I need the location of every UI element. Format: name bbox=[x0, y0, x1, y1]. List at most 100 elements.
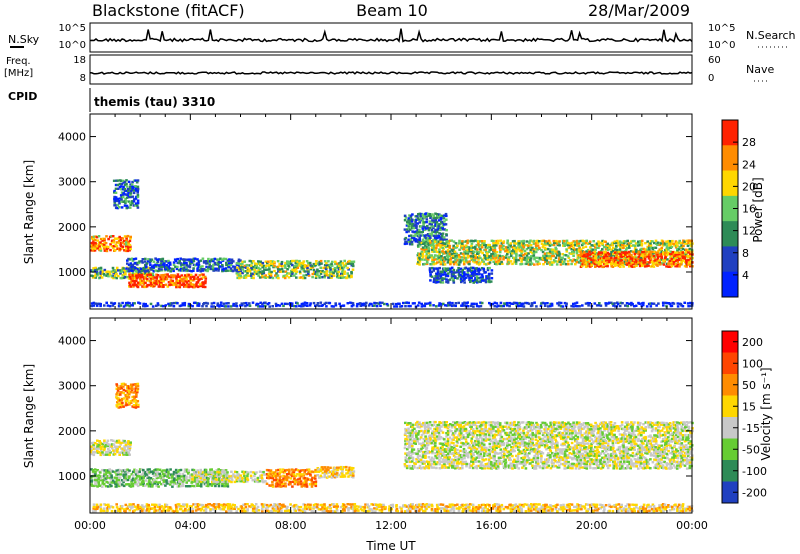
data-cell bbox=[251, 272, 255, 275]
data-cell bbox=[450, 274, 454, 277]
data-cell bbox=[645, 250, 648, 253]
data-cell bbox=[618, 304, 622, 308]
data-cell bbox=[565, 239, 569, 242]
data-cell bbox=[470, 272, 474, 275]
data-cell bbox=[444, 212, 448, 216]
data-cell bbox=[276, 482, 280, 485]
data-cell bbox=[554, 260, 557, 263]
data-cell bbox=[598, 302, 601, 305]
data-cell bbox=[418, 236, 421, 239]
data-cell bbox=[181, 480, 185, 483]
data-cell bbox=[275, 469, 278, 472]
data-cell bbox=[407, 224, 411, 227]
data-cell bbox=[117, 473, 120, 476]
data-cell bbox=[103, 445, 107, 448]
data-cell bbox=[129, 262, 133, 265]
data-cell bbox=[477, 258, 480, 261]
data-cell bbox=[676, 247, 679, 251]
data-cell bbox=[417, 232, 421, 235]
data-cell bbox=[538, 262, 541, 265]
data-cell bbox=[572, 258, 575, 261]
data-cell bbox=[584, 256, 588, 260]
data-cell bbox=[507, 258, 511, 261]
data-cell bbox=[107, 469, 110, 472]
data-cell bbox=[186, 275, 190, 278]
data-cell bbox=[286, 260, 289, 263]
data-cell bbox=[250, 261, 254, 265]
data-cell bbox=[439, 245, 442, 249]
data-cell bbox=[615, 253, 619, 256]
data-cell bbox=[426, 261, 429, 264]
data-cell bbox=[678, 252, 681, 256]
data-cell bbox=[107, 245, 110, 249]
data-cell bbox=[346, 302, 350, 305]
data-cell bbox=[436, 270, 440, 274]
data-cell bbox=[274, 302, 278, 306]
data-cell bbox=[131, 470, 135, 473]
data-cell bbox=[358, 302, 362, 305]
data-cell bbox=[130, 480, 133, 483]
data-cell bbox=[685, 242, 688, 245]
data-cell bbox=[280, 260, 284, 264]
data-cell bbox=[408, 450, 411, 454]
data-cell bbox=[189, 279, 193, 282]
data-cell bbox=[196, 482, 199, 485]
data-cell bbox=[433, 236, 437, 239]
data-cell bbox=[489, 302, 493, 306]
data-cell bbox=[170, 274, 173, 277]
data-cell bbox=[267, 264, 271, 267]
data-cell bbox=[418, 458, 421, 461]
data-cell bbox=[420, 258, 424, 261]
data-cell bbox=[434, 240, 437, 243]
data-cell bbox=[407, 440, 411, 443]
data-cell bbox=[464, 252, 468, 255]
data-cell bbox=[608, 246, 611, 250]
data-cell bbox=[293, 469, 296, 472]
data-cell bbox=[594, 246, 597, 249]
data-cell bbox=[495, 260, 498, 264]
data-cell bbox=[629, 241, 633, 244]
data-cell bbox=[246, 480, 249, 483]
data-cell bbox=[285, 476, 289, 480]
data-cell bbox=[394, 302, 398, 306]
data-cell bbox=[454, 271, 457, 274]
data-cell bbox=[411, 452, 414, 455]
data-cell bbox=[139, 267, 143, 270]
data-cell bbox=[643, 252, 647, 256]
data-cell bbox=[545, 240, 548, 243]
data-cell bbox=[267, 272, 271, 276]
data-cell bbox=[593, 260, 597, 263]
data-cell bbox=[151, 481, 155, 484]
data-cell bbox=[341, 475, 345, 478]
data-cell bbox=[230, 476, 233, 480]
data-cell bbox=[445, 267, 448, 270]
data-cell bbox=[126, 393, 130, 397]
data-cell bbox=[241, 265, 244, 269]
data-cell bbox=[294, 474, 298, 478]
data-cell bbox=[131, 477, 135, 480]
data-cell bbox=[429, 234, 432, 237]
data-cell bbox=[169, 270, 172, 273]
data-cell bbox=[439, 276, 443, 280]
data-cell bbox=[349, 262, 353, 265]
data-cell bbox=[228, 263, 231, 267]
data-cell bbox=[309, 470, 312, 473]
data-cell bbox=[130, 267, 134, 270]
data-cell bbox=[640, 262, 644, 265]
data-cell bbox=[423, 221, 426, 224]
data-cell bbox=[430, 228, 434, 232]
data-cell bbox=[665, 246, 669, 249]
data-cell bbox=[432, 278, 436, 282]
data-cell bbox=[550, 254, 554, 258]
data-cell bbox=[91, 247, 95, 251]
data-cell bbox=[122, 469, 126, 472]
data-cell bbox=[411, 429, 414, 432]
data-cell bbox=[422, 460, 425, 463]
data-cell bbox=[316, 302, 320, 305]
data-cell bbox=[100, 276, 104, 279]
noise-strip: N.Sky 10^5 10^0 10^5 10^0 N.Search bbox=[8, 22, 796, 53]
data-cell bbox=[191, 480, 194, 484]
data-cell bbox=[252, 276, 255, 280]
data-cell bbox=[659, 242, 663, 245]
data-cell bbox=[486, 258, 490, 261]
